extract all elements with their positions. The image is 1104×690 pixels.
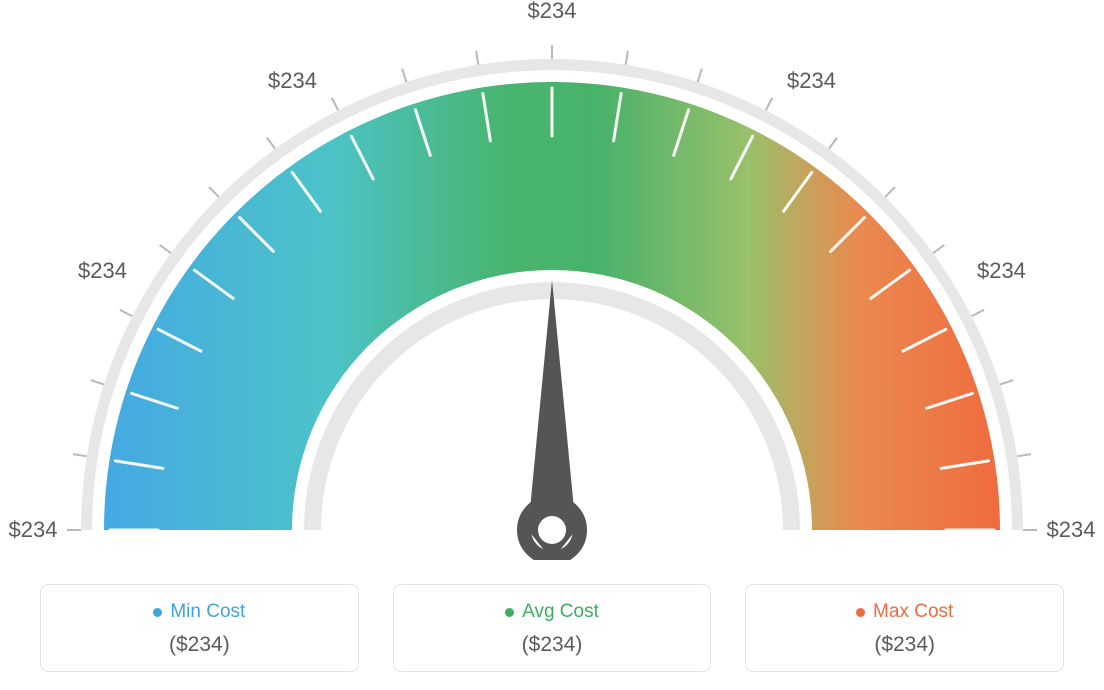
legend-label-max: Max Cost [873,601,953,623]
legend-dot-min [153,608,162,617]
legend-dot-avg [505,608,514,617]
gauge-tick-label: $234 [1047,517,1096,543]
legend-title-min: Min Cost [153,601,245,623]
legend-card-max: Max Cost ($234) [745,584,1064,672]
legend-label-avg: Avg Cost [522,601,599,623]
gauge-chart: $234 $234 $234 $234 $234 $234 $234 [0,0,1104,560]
gauge-tick-label: $234 [78,258,127,284]
legend-value-avg: ($234) [404,633,701,657]
gauge-svg [0,0,1104,560]
legend-value-max: ($234) [756,633,1053,657]
legend-row: Min Cost ($234) Avg Cost ($234) Max Cost… [0,584,1104,672]
legend-label-min: Min Cost [170,601,245,623]
legend-title-avg: Avg Cost [505,601,599,623]
gauge-tick-label: $234 [787,68,836,94]
legend-dot-max [856,608,865,617]
gauge-tick-label: $234 [528,0,577,24]
gauge-tick-label: $234 [9,517,58,543]
legend-card-avg: Avg Cost ($234) [393,584,712,672]
legend-title-max: Max Cost [856,601,953,623]
gauge-tick-label: $234 [977,258,1026,284]
legend-card-min: Min Cost ($234) [40,584,359,672]
gauge-tick-label: $234 [268,68,317,94]
legend-value-min: ($234) [51,633,348,657]
